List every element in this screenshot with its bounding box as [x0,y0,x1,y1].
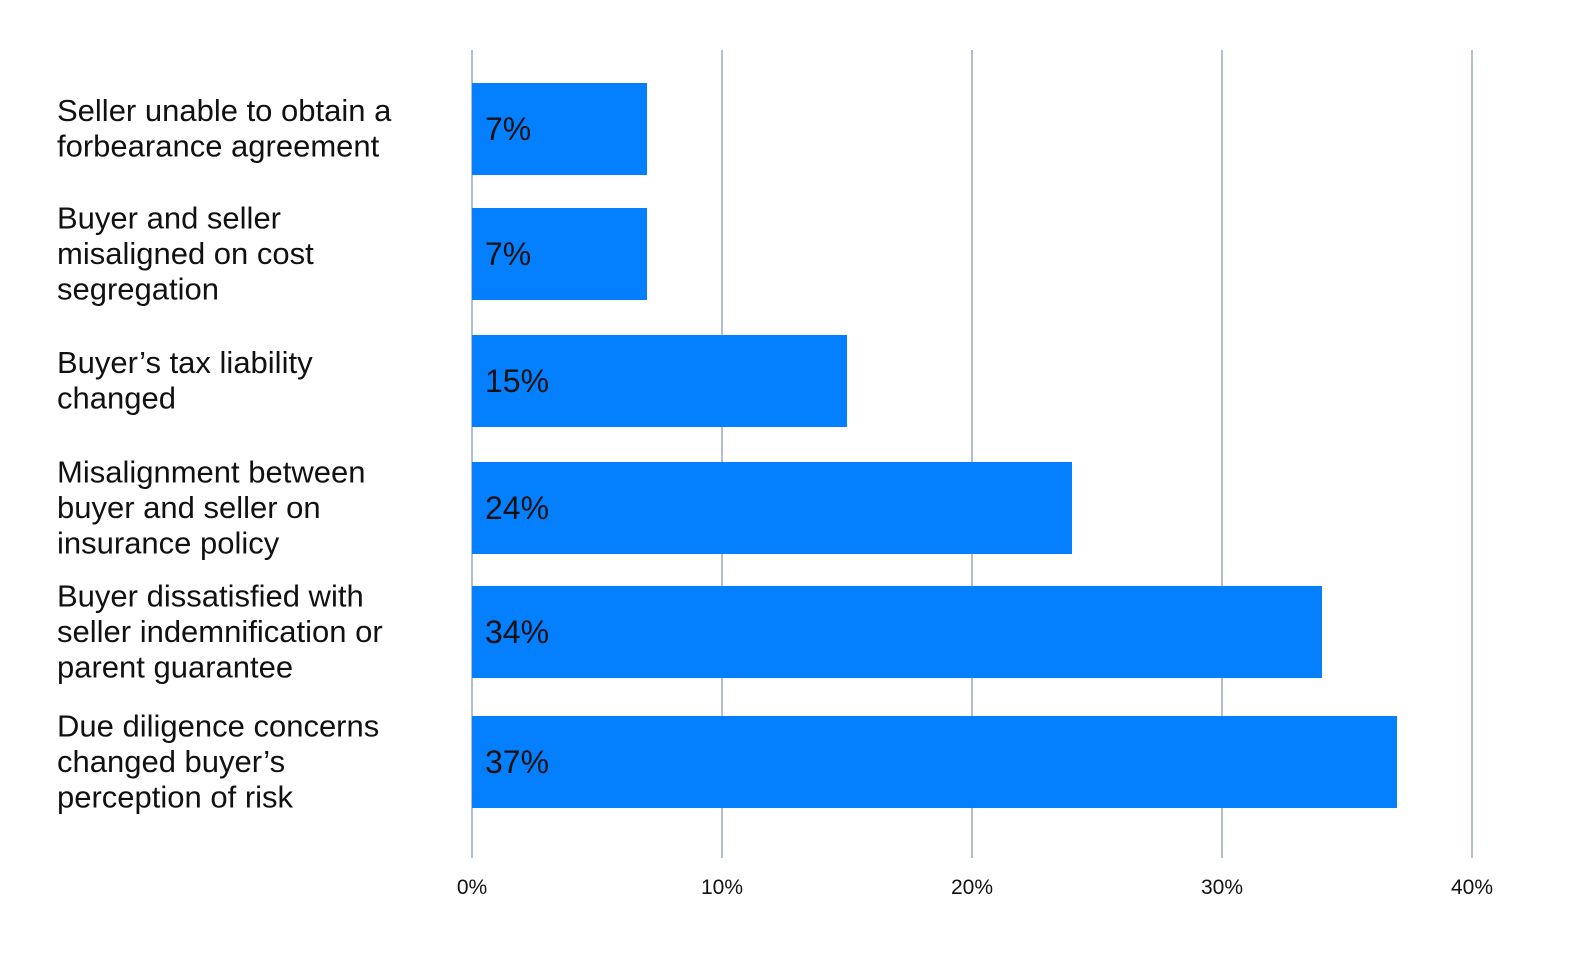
category-label-line: buyer and seller on [57,490,321,525]
category-label-line: changed buyer’s [57,744,285,779]
x-axis-tick-labels: 0% 10% 20% 30% 40% [457,876,1493,899]
category-label-line: Buyer and seller [57,200,281,235]
category-label-line: Misalignment between [57,454,365,489]
bar-value-label: 7% [485,111,531,147]
bar-value-label: 24% [485,490,549,526]
x-tick-label: 20% [951,876,993,899]
bar-value-label: 37% [485,744,549,780]
bar [472,83,647,175]
bars: 7% 7% 15% 24% 34% 37% [472,83,1397,808]
category-label-line: insurance policy [57,525,280,560]
category-label: Buyer dissatisfied with seller indemnific… [57,578,383,684]
category-label: Due diligence concerns changed buyer’s per… [57,708,379,814]
category-labels: Seller unable to obtain a forbearance agr… [57,93,392,814]
x-tick-label: 10% [701,876,743,899]
category-label-line: Due diligence concerns [57,708,379,743]
bar [472,716,1397,808]
bar [472,586,1322,678]
category-label-line: Buyer dissatisfied with [57,578,364,613]
category-label-line: forbearance agreement [57,129,380,164]
category-label-line: perception of risk [57,779,294,814]
bar [472,208,647,300]
category-label-line: Buyer’s tax liability [57,345,313,380]
x-tick-label: 40% [1451,876,1493,899]
bar-value-label: 15% [485,363,549,399]
category-label-line: Seller unable to obtain a [57,93,392,128]
category-label: Buyer’s tax liability changed [57,345,313,416]
bar [472,462,1072,554]
category-label: Seller unable to obtain a forbearance agr… [57,93,392,164]
category-label-line: segregation [57,271,219,306]
category-label: Misalignment between buyer and seller on i… [57,454,365,560]
category-label-line: parent guarantee [57,649,293,684]
category-label-line: seller indemnification or [57,614,383,649]
bar-value-label: 7% [485,236,531,272]
category-label-line: misaligned on cost [57,236,314,271]
bar-value-label: 34% [485,614,549,650]
x-tick-label: 30% [1201,876,1243,899]
bar [472,335,847,427]
category-label-line: changed [57,381,176,416]
x-tick-label: 0% [457,876,487,899]
category-label: Buyer and seller misaligned on cost segreg… [57,200,314,306]
